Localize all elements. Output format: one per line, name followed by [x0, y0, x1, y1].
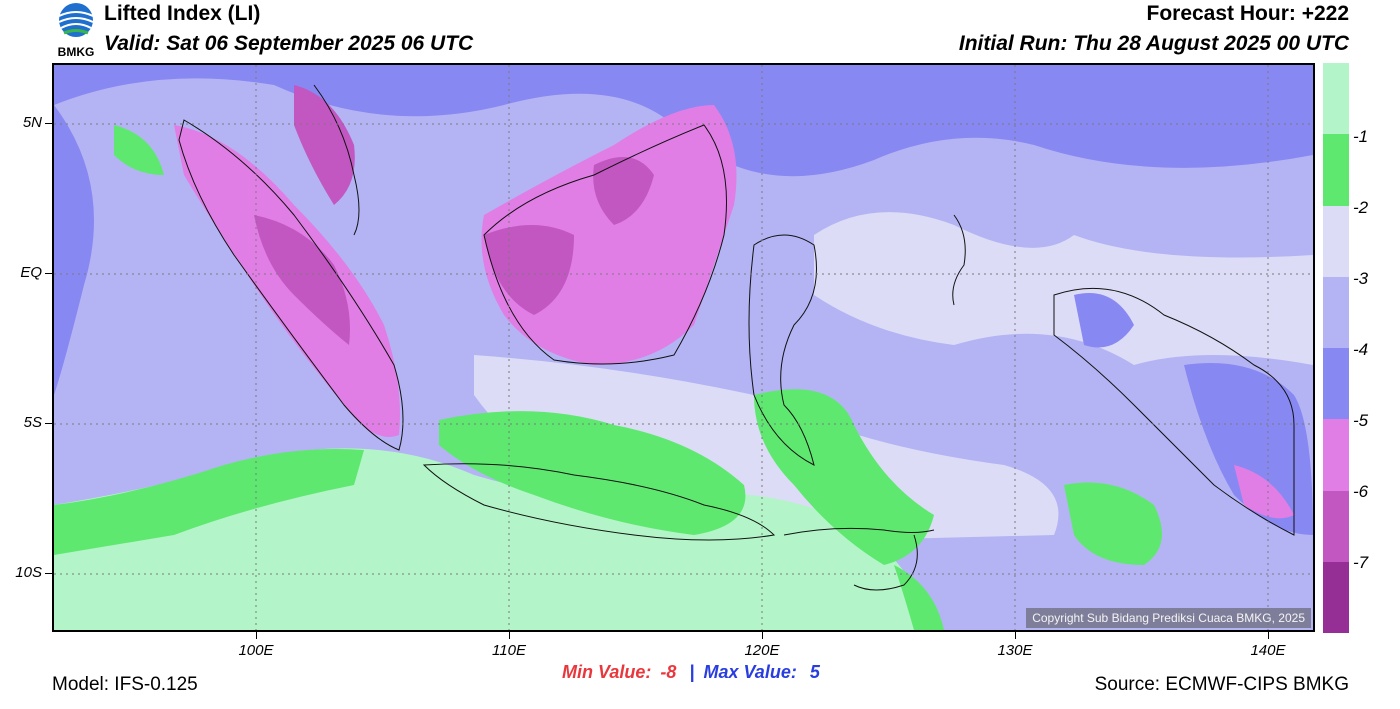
colorbar-label: -3: [1353, 269, 1369, 288]
logo-text: BMKG: [57, 45, 95, 59]
field-blue-papua: [1184, 363, 1313, 535]
copyright-notice: Copyright Sub Bidang Prediksi Cuaca BMKG…: [1026, 608, 1311, 628]
min-max-separator: |: [689, 662, 695, 682]
min-value-label: Min Value:: [562, 662, 652, 682]
min-max-line: Min Value: -8 | Max Value: 5: [562, 662, 820, 683]
field-green-timor: [894, 565, 944, 630]
lat-tick-5s: 5S: [23, 414, 42, 431]
chart-title: Lifted Index (LI): [104, 2, 261, 25]
lon-tick-130e: 130E: [997, 642, 1033, 659]
source-label: Source: ECMWF-CIPS BMKG: [1094, 674, 1349, 695]
colorbar-label: -1: [1353, 127, 1369, 146]
colorbar: [1323, 63, 1349, 633]
max-value-label: Max Value:: [703, 662, 797, 682]
field-green-arafura: [1064, 482, 1162, 565]
field-magenta-sumatra: [254, 215, 350, 345]
colorbar-label: -5: [1353, 411, 1369, 430]
map-frame: Copyright Sub Bidang Prediksi Cuaca BMKG…: [52, 63, 1315, 632]
colorbar-label: -7: [1353, 553, 1369, 572]
lon-tick-mark: [762, 632, 763, 639]
colorbar-label: -2: [1353, 198, 1369, 217]
bmkg-logo-icon: [58, 3, 94, 37]
field-green-andaman: [114, 125, 164, 175]
lat-tick-eq: EQ: [20, 264, 42, 281]
lon-tick-mark: [256, 632, 257, 639]
field-magenta-borneo-north: [593, 157, 654, 225]
field-green-band-west: [54, 449, 364, 555]
colorbar-segment: [1323, 134, 1349, 206]
field-blue-west: [54, 105, 94, 395]
lon-tick-mark: [509, 632, 510, 639]
field-blue-maluku: [1074, 293, 1134, 348]
lifted-index-map: [54, 65, 1313, 630]
lat-tick-10s: 10S: [15, 564, 42, 581]
colorbar-label: -4: [1353, 340, 1369, 359]
field-magenta-borneo-west: [484, 225, 574, 315]
colorbar-segment: [1323, 490, 1349, 562]
lon-tick-140e: 140E: [1250, 642, 1286, 659]
lon-tick-100e: 100E: [238, 642, 274, 659]
valid-time: Valid: Sat 06 September 2025 06 UTC: [104, 32, 474, 55]
colorbar-segment: [1323, 205, 1349, 277]
colorbar-segment: [1323, 276, 1349, 348]
field-lilac-east: [814, 212, 1313, 365]
min-value: -8: [660, 662, 677, 682]
model-label: Model: IFS-0.125: [52, 674, 198, 695]
max-value: 5: [809, 662, 820, 682]
lon-tick-120e: 120E: [744, 642, 780, 659]
colorbar-segment: [1323, 348, 1349, 420]
colorbar-segment: [1323, 419, 1349, 491]
coastlines: [178, 84, 1295, 591]
lat-tick-mark: [45, 423, 52, 424]
initial-run: Initial Run: Thu 28 August 2025 00 UTC: [958, 32, 1349, 55]
field-green-java-sea: [439, 411, 746, 535]
forecast-hour: Forecast Hour: +222: [1146, 2, 1350, 25]
colorbar-segment: [1323, 561, 1349, 633]
lat-tick-mark: [45, 123, 52, 124]
lon-tick-mark: [1268, 632, 1269, 639]
lat-tick-mark: [45, 573, 52, 574]
lat-tick-mark: [45, 273, 52, 274]
field-pink-papua: [1234, 465, 1294, 519]
gridlines: [54, 65, 1313, 630]
lat-tick-5n: 5N: [22, 114, 42, 131]
field-green-flores: [754, 389, 934, 565]
lon-tick-mark: [1015, 632, 1016, 639]
colorbar-segment: [1323, 63, 1349, 135]
lon-tick-110e: 110E: [492, 642, 526, 659]
bmkg-logo: BMKG: [52, 2, 100, 62]
field-magenta-malaya: [294, 85, 355, 205]
colorbar-label: -6: [1353, 482, 1369, 501]
